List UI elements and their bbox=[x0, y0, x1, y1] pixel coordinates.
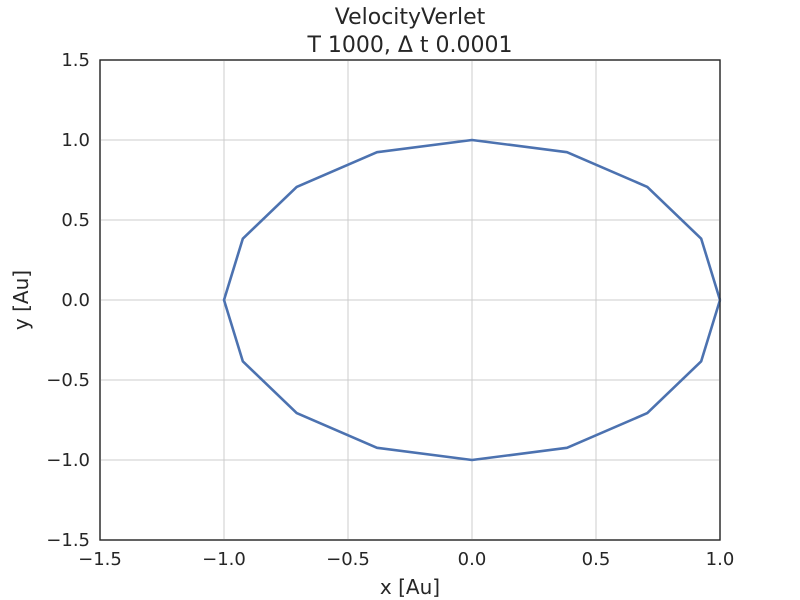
y-tick-label: 0.5 bbox=[61, 210, 90, 231]
y-tick-label: 0.0 bbox=[61, 290, 90, 311]
chart-subtitle: T 1000, Δ t 0.0001 bbox=[306, 33, 512, 58]
y-tick-labels: −1.5 −1.0 −0.5 0.0 0.5 1.0 1.5 bbox=[46, 50, 90, 551]
x-axis-label: x [Au] bbox=[380, 575, 440, 599]
y-tick-label: 1.5 bbox=[61, 50, 90, 71]
y-axis-label: y [Au] bbox=[9, 270, 33, 330]
orbit-line-0 bbox=[222, 138, 722, 462]
x-tick-label: −1.0 bbox=[202, 549, 246, 570]
y-tick-label: −0.5 bbox=[46, 370, 90, 391]
chart-title: VelocityVerlet bbox=[335, 5, 486, 30]
y-tick-label: −1.0 bbox=[46, 450, 90, 471]
x-tick-labels: −1.5 −1.0 −0.5 0.0 0.5 1.0 bbox=[78, 549, 734, 570]
y-tick-label: −1.5 bbox=[46, 530, 90, 551]
x-tick-label: 0.5 bbox=[582, 549, 611, 570]
series-layer bbox=[222, 138, 722, 462]
x-tick-label: 0.0 bbox=[458, 549, 487, 570]
x-tick-label: −0.5 bbox=[326, 549, 370, 570]
y-tick-label: 1.0 bbox=[61, 130, 90, 151]
x-tick-label: −1.5 bbox=[78, 549, 122, 570]
plot-border bbox=[99, 59, 721, 541]
x-tick-label: 1.0 bbox=[706, 549, 735, 570]
